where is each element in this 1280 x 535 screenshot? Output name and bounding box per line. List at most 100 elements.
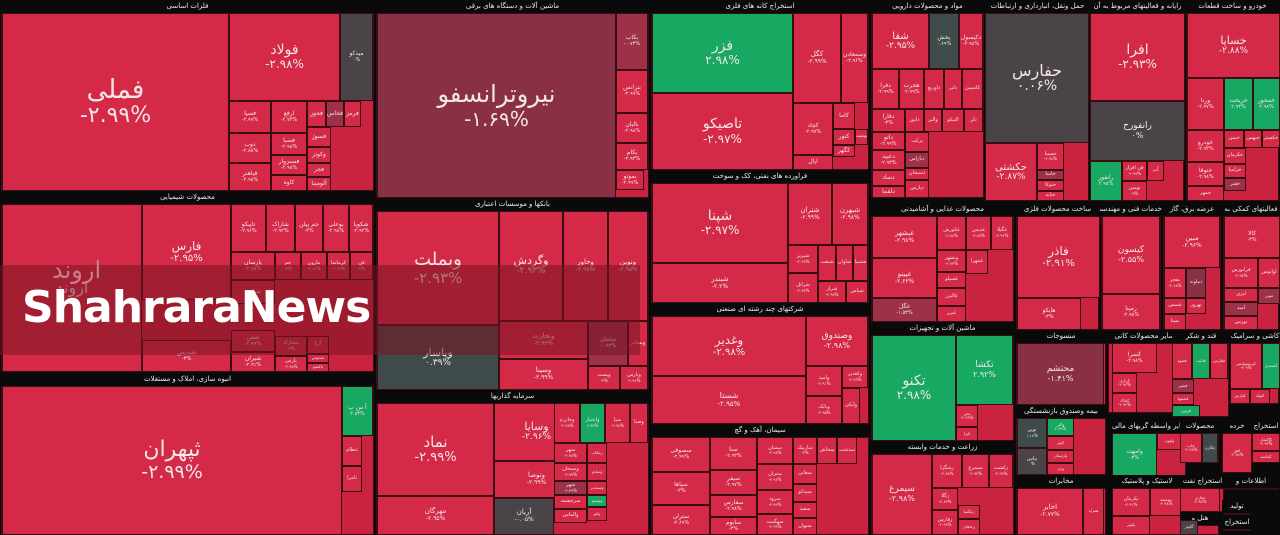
stock-tile[interactable]: حکشتی -۲.۸۷% [985, 143, 1037, 201]
stock-tile[interactable]: دسبحان [905, 168, 929, 180]
stock-tile[interactable]: شخارک -۳% [275, 336, 307, 356]
stock-tile[interactable]: سپاها -۳% [652, 472, 710, 505]
stock-tile[interactable]: مهرگان -۲.۹۵% [377, 496, 494, 535]
stock-tile[interactable]: شپنا -۲.۹۷% [652, 183, 788, 263]
stock-tile[interactable]: زگلا -۲.۸۳% [932, 488, 958, 510]
stock-tile[interactable]: کرازی -۲.۹۶% [1112, 373, 1137, 393]
stock-tile[interactable]: شکویا -۲.۹۲% [349, 204, 373, 252]
stock-tile[interactable]: آلومینا [307, 177, 331, 191]
stock-tile[interactable]: شتران -۲.۹۹% [788, 183, 832, 245]
stock-tile[interactable]: حاسا [1037, 170, 1064, 180]
stock-tile[interactable]: وپاسار ۰.۳۹% [377, 325, 499, 390]
stock-tile[interactable]: شبریز -۲.۹۹% [788, 245, 818, 273]
stock-tile[interactable]: سپا -۲.۹۸% [605, 403, 630, 443]
stock-tile[interactable]: غبشهر -۲.۹۸% [872, 216, 937, 258]
stock-tile[interactable]: دعبید -۲.۹۳% [872, 150, 905, 170]
stock-tile[interactable]: شفن -۲.۹۹% [231, 330, 275, 352]
stock-tile[interactable]: واعتبار ۲.۹۹% [580, 403, 605, 443]
stock-tile[interactable]: حسینا -۲.۹۸% [1037, 143, 1064, 170]
stock-tile[interactable]: فجر [307, 163, 331, 177]
stock-tile[interactable]: ساربیک -۳% [793, 437, 817, 464]
stock-tile[interactable]: وگردش -۲.۹۳% [499, 211, 563, 321]
stock-tile[interactable]: شهر -۲.۳۹% [554, 481, 587, 495]
stock-tile[interactable]: تخن -۲.۹۹% [956, 405, 978, 427]
stock-tile[interactable]: سهگمت -۲.۹۹% [757, 514, 793, 535]
stock-tile[interactable]: ذوب -۲.۸۸% [229, 133, 271, 163]
stock-tile[interactable]: وامهت -۳% [1112, 433, 1157, 478]
stock-tile[interactable]: خپمن [1224, 130, 1244, 148]
stock-tile[interactable]: پارس -۲.۹۸% [275, 356, 307, 372]
stock-tile[interactable]: کاما [833, 103, 855, 129]
stock-tile[interactable]: قصفها [1172, 393, 1194, 405]
stock-tile[interactable]: دلر [964, 109, 983, 132]
stock-tile[interactable]: وغدیر -۲.۹۸% [652, 316, 806, 376]
stock-tile[interactable]: خبهمن [1244, 130, 1262, 148]
stock-tile[interactable]: شیدیس -۳% [142, 340, 231, 372]
stock-tile[interactable]: خکستر [1262, 130, 1280, 148]
stock-tile[interactable]: خمحور ۲.۹۸% [1253, 78, 1280, 130]
stock-tile[interactable]: شاراک -۲.۹۲% [266, 204, 295, 252]
stock-tile[interactable]: آ س پ ۲.۸۳% [342, 386, 373, 436]
stock-tile[interactable]: کتولد [1250, 389, 1270, 404]
stock-tile[interactable]: کیسون -۲.۵۵% [1102, 216, 1160, 294]
stock-tile[interactable]: زشگزا -۲.۹۸% [932, 454, 962, 488]
stock-tile[interactable]: وتجارت -۲.۹۳% [499, 321, 588, 359]
stock-tile[interactable]: افرا -۲.۹۳% [1090, 13, 1185, 101]
stock-tile[interactable]: جم -۳% [275, 252, 301, 280]
stock-tile[interactable]: وتوسم [587, 495, 607, 507]
stock-tile[interactable]: غکورش -۲.۸۸% [937, 216, 966, 250]
stock-tile[interactable]: زمگسا [958, 505, 980, 519]
stock-tile[interactable]: میدکو ۰% [340, 13, 373, 101]
stock-tile[interactable]: شراز -۲.۹۷% [818, 281, 846, 303]
stock-tile[interactable]: والماس [554, 509, 587, 523]
stock-tile[interactable]: وپارس -۲.۹۶% [620, 366, 648, 390]
stock-tile[interactable]: حتاید [1037, 191, 1064, 201]
stock-tile[interactable]: کپرسیولیس -۲.۹% [1230, 343, 1262, 389]
stock-tile[interactable]: امید [1224, 302, 1258, 316]
stock-tile[interactable]: تاپیکو -۲.۹۶% [231, 204, 266, 252]
stock-tile[interactable]: سبهان [793, 518, 817, 535]
stock-tile[interactable]: فیاهنر -۲.۹۸% [229, 163, 271, 191]
stock-tile[interactable]: خریخت ۲.۹۳% [1224, 78, 1253, 130]
stock-tile[interactable]: جم پیلن -۳% [295, 204, 323, 252]
stock-tile[interactable]: بوعلی -۲.۹۸% [323, 204, 349, 252]
stock-tile[interactable]: شبندر -۲.۲% [652, 263, 788, 303]
stock-tile[interactable]: مارون -۲.۶۲% [301, 252, 327, 280]
stock-tile[interactable]: بفجر -۲.۶۸% [1164, 268, 1186, 298]
stock-tile[interactable]: بکام -۲.۹۳% [616, 143, 648, 170]
stock-tile[interactable]: وکوثر [307, 147, 331, 163]
stock-tile[interactable]: حفاری -۲.۹۸% [1180, 488, 1220, 512]
stock-tile[interactable]: وبملت -۲.۹۳% [377, 211, 499, 325]
stock-tile[interactable]: دتماد [872, 170, 905, 186]
stock-tile[interactable]: وپست -۳% [588, 366, 620, 390]
stock-tile[interactable]: ونوین -۲.۹۵% [608, 211, 648, 321]
stock-tile[interactable]: شفا -۲.۹۵% [872, 13, 929, 69]
stock-tile[interactable]: فخوز [307, 101, 326, 127]
stock-tile[interactable]: فرابورس -۲.۹۸% [1224, 258, 1258, 288]
stock-tile[interactable]: رمکاب [587, 443, 607, 463]
stock-tile[interactable]: شیران -۲.۹۱% [231, 352, 275, 372]
stock-tile[interactable]: بترانس -۲.۹۹% [616, 70, 648, 113]
stock-tile[interactable]: خفنر [1224, 178, 1246, 191]
stock-tile[interactable]: شرانل -۲.۹۳% [788, 273, 818, 303]
stock-tile[interactable]: تکنو ۲.۹۸% [872, 335, 956, 441]
stock-tile[interactable]: آریا [307, 336, 329, 354]
stock-tile[interactable]: غپینو -۲.۶۳% [872, 258, 937, 298]
stock-tile[interactable]: وسینا -۲.۹۹% [499, 359, 588, 390]
stock-tile[interactable]: فملی -۲.۹۹% [2, 13, 229, 191]
stock-tile[interactable]: سصوفی -۲.۹۹% [652, 437, 710, 472]
stock-tile[interactable]: بموتو -۲.۹۹% [616, 170, 644, 190]
stock-tile[interactable]: وسمدیر [587, 481, 607, 495]
stock-tile[interactable]: فسپا -۲.۹۹% [229, 101, 271, 133]
stock-tile[interactable]: لبزی [1224, 288, 1258, 302]
stock-tile[interactable]: پخش ۰.۶۹% [929, 13, 959, 69]
stock-tile[interactable]: غمهرا [966, 250, 988, 274]
stock-tile[interactable]: دلقما [872, 186, 905, 198]
stock-tile[interactable]: وکغدیر -۲.۹۹% [842, 366, 868, 388]
stock-tile[interactable]: قفارس [1210, 343, 1228, 379]
stock-tile[interactable]: زکشت -۲.۹۹% [989, 454, 1013, 488]
stock-tile[interactable]: سدشت [837, 437, 857, 464]
stock-tile[interactable]: تاصیکو -۲.۹۷% [652, 93, 793, 170]
stock-tile[interactable]: کوثر [1047, 436, 1074, 450]
stock-tile[interactable]: تنوین [1258, 288, 1280, 304]
